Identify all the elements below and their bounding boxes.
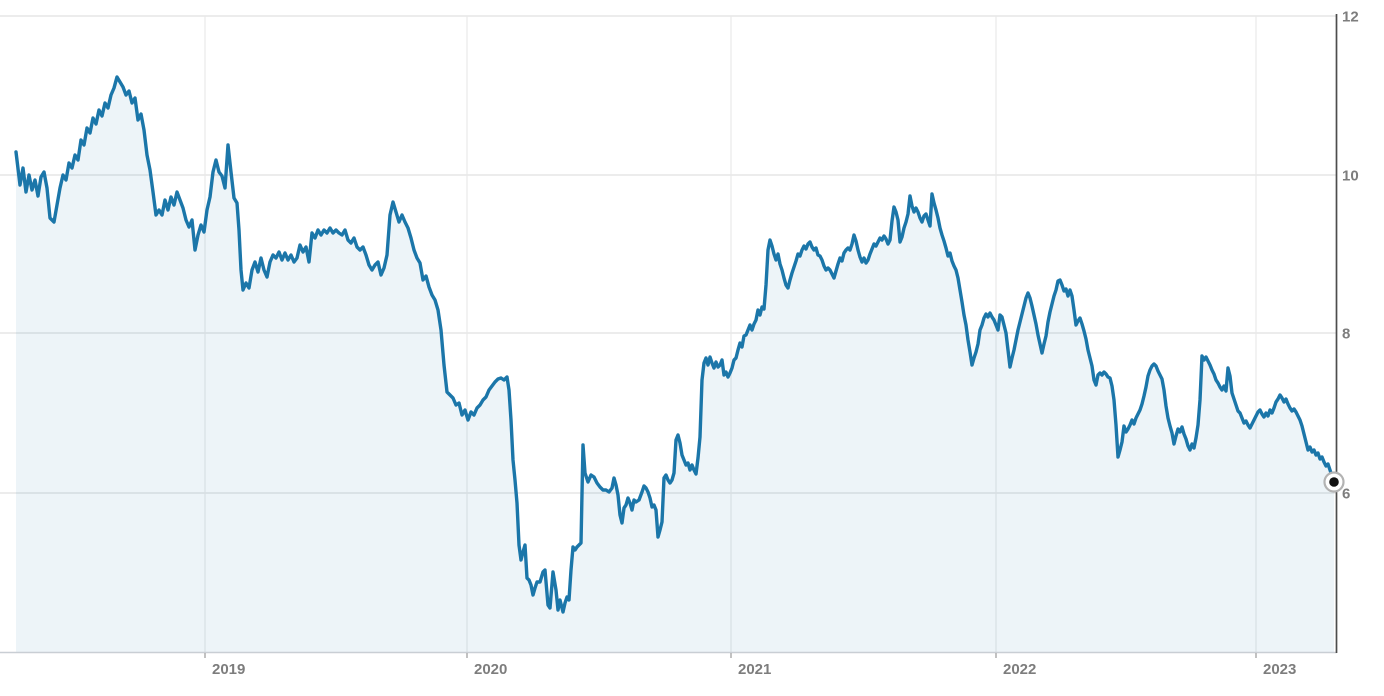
area-fill	[16, 77, 1334, 652]
x-tick-label-2022: 2022	[1003, 661, 1036, 678]
y-tick-label-6: 6	[1342, 486, 1350, 503]
end-marker-dot	[1329, 477, 1339, 487]
vertical-gridlines	[204, 16, 1257, 652]
y-tick-label-8: 8	[1342, 326, 1350, 343]
x-tick-label-2023: 2023	[1263, 661, 1296, 678]
axes	[0, 14, 1338, 654]
end-marker	[1323, 471, 1345, 493]
price-line	[14, 75, 1336, 614]
y-tick-label-10: 10	[1342, 168, 1359, 185]
x-tick-label-2020: 2020	[474, 661, 507, 678]
price-area-path	[16, 77, 1334, 652]
y-tick-label-12: 12	[1342, 9, 1359, 26]
y-axis-labels: 12 10 8 6	[1342, 9, 1359, 503]
x-tick-label-2019: 2019	[212, 661, 245, 678]
x-axis-labels: 2019 2020 2021 2022 2023	[212, 661, 1296, 678]
x-tick-label-2021: 2021	[738, 661, 771, 678]
price-line-path	[14, 75, 1336, 614]
x-tick-marks	[204, 653, 1257, 658]
